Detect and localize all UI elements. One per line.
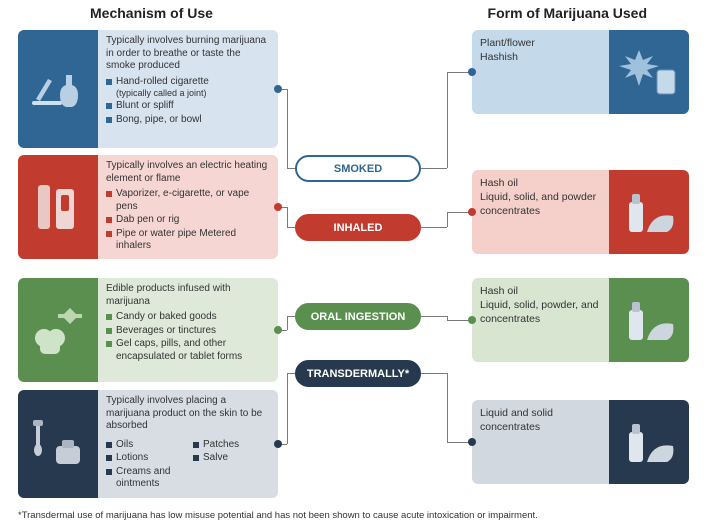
connector-line [447,72,448,168]
connector-line [421,168,447,169]
connector-line [447,212,448,227]
form-card-smoked: Plant/flowerHashish [472,30,689,114]
connector-line [421,373,447,374]
connector-line [287,227,296,228]
form-item: Hash oil [480,176,601,190]
connector-line [287,316,288,330]
gummy-candy-icon [26,298,90,362]
form-item: Plant/flower [480,36,601,50]
connector-dot [468,208,476,216]
form-item: Hash oil [480,284,601,298]
mechanism-card-smoked: Typically involves burning marijuana in … [18,30,278,148]
leaf-jar-icon [617,40,681,104]
mechanism-card-transdermal: Typically involves placing a marijuana p… [18,390,278,498]
form-item: Liquid, solid, powder, and concentrates [480,298,601,326]
mechanism-card-oral: Edible products infused with marijuana Ca… [18,278,278,382]
form-card-inhaled: Hash oilLiquid, solid, and powder concen… [472,170,689,254]
form-item: Liquid, solid, and powder concentrates [480,190,601,218]
badge-smoked: SMOKED [295,155,421,182]
dropper-jar-icon [26,412,90,476]
badge-oral: ORAL INGESTION [295,303,421,330]
mechanism-item: Vaporizer, e-cigarette, or vape pens [106,188,270,213]
connector-dot [468,438,476,446]
mechanism-item: Blunt or spliff [106,100,270,113]
bottle-powder-icon [617,288,681,352]
connector-dot [274,85,282,93]
form-item: Hashish [480,50,601,64]
mechanism-item: Oils [106,439,183,452]
mechanism-item: Lotions [106,452,183,465]
mechanism-intro: Edible products infused with marijuana [106,283,270,308]
mechanism-item: Creams and ointments [106,466,183,491]
connector-line [287,168,296,169]
connector-line [421,316,447,317]
connector-line [421,227,447,228]
mechanism-intro: Typically involves placing a marijuana p… [106,395,270,433]
bottle-powder-icon [617,180,681,244]
joint-bong-icon [26,57,90,121]
connector-line [287,373,296,374]
connector-dot [274,326,282,334]
vape-icon [26,175,90,239]
mechanism-item: Hand-rolled cigarette(typically called a… [106,76,270,100]
stage: Typically involves burning marijuana in … [18,0,689,505]
mechanism-item: Bong, pipe, or bowl [106,114,270,127]
mechanism-item: Gel caps, pills, and other encapsulated … [106,338,270,363]
mechanism-intro: Typically involves an electric heating e… [106,160,270,185]
connector-line [447,373,448,442]
mechanism-item: Salve [193,452,270,465]
mechanism-intro: Typically involves burning marijuana in … [106,35,270,73]
form-card-transdermal: Liquid and solid concentrates [472,400,689,484]
connector-line [287,89,288,168]
mechanism-item: Dab pen or rig [106,214,270,227]
form-card-oral: Hash oilLiquid, solid, powder, and conce… [472,278,689,362]
connector-line [287,316,296,317]
diagram-root: Mechanism of Use Form of Marijuana Used … [0,0,707,527]
bottle-powder-icon [617,410,681,474]
connector-line [287,373,288,444]
connector-line [287,207,288,227]
badge-transdermal: TRANSDERMALLY* [295,360,421,387]
connector-dot [468,316,476,324]
footnote: *Transdermal use of marijuana has low mi… [18,510,538,521]
form-item: Liquid and solid concentrates [480,406,601,434]
mechanism-item: Candy or baked goods [106,311,270,324]
mechanism-item: Pipe or water pipe Metered inhalers [106,228,270,253]
mechanism-item: Patches [193,439,270,452]
mechanism-item: Beverages or tinctures [106,325,270,338]
connector-dot [274,203,282,211]
connector-dot [468,68,476,76]
mechanism-card-inhaled: Typically involves an electric heating e… [18,155,278,259]
badge-inhaled: INHALED [295,214,421,241]
connector-dot [274,440,282,448]
